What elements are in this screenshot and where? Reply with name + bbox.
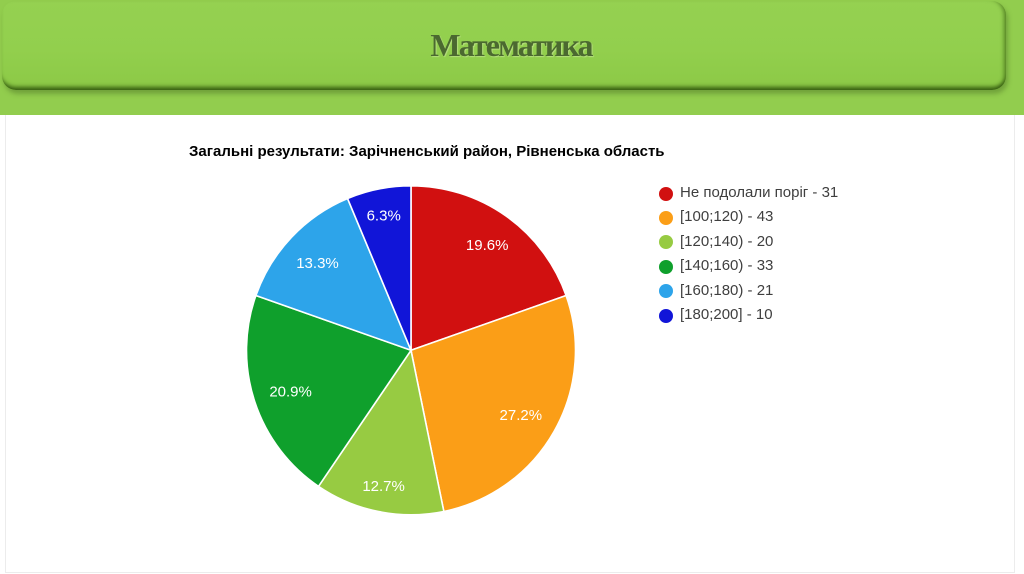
svg-text:12.7%: 12.7%: [362, 478, 405, 495]
svg-text:13.3%: 13.3%: [296, 255, 339, 272]
svg-text:6.3%: 6.3%: [367, 207, 401, 224]
svg-text:19.6%: 19.6%: [466, 237, 509, 254]
svg-text:20.9%: 20.9%: [269, 383, 312, 400]
svg-text:27.2%: 27.2%: [500, 407, 543, 424]
